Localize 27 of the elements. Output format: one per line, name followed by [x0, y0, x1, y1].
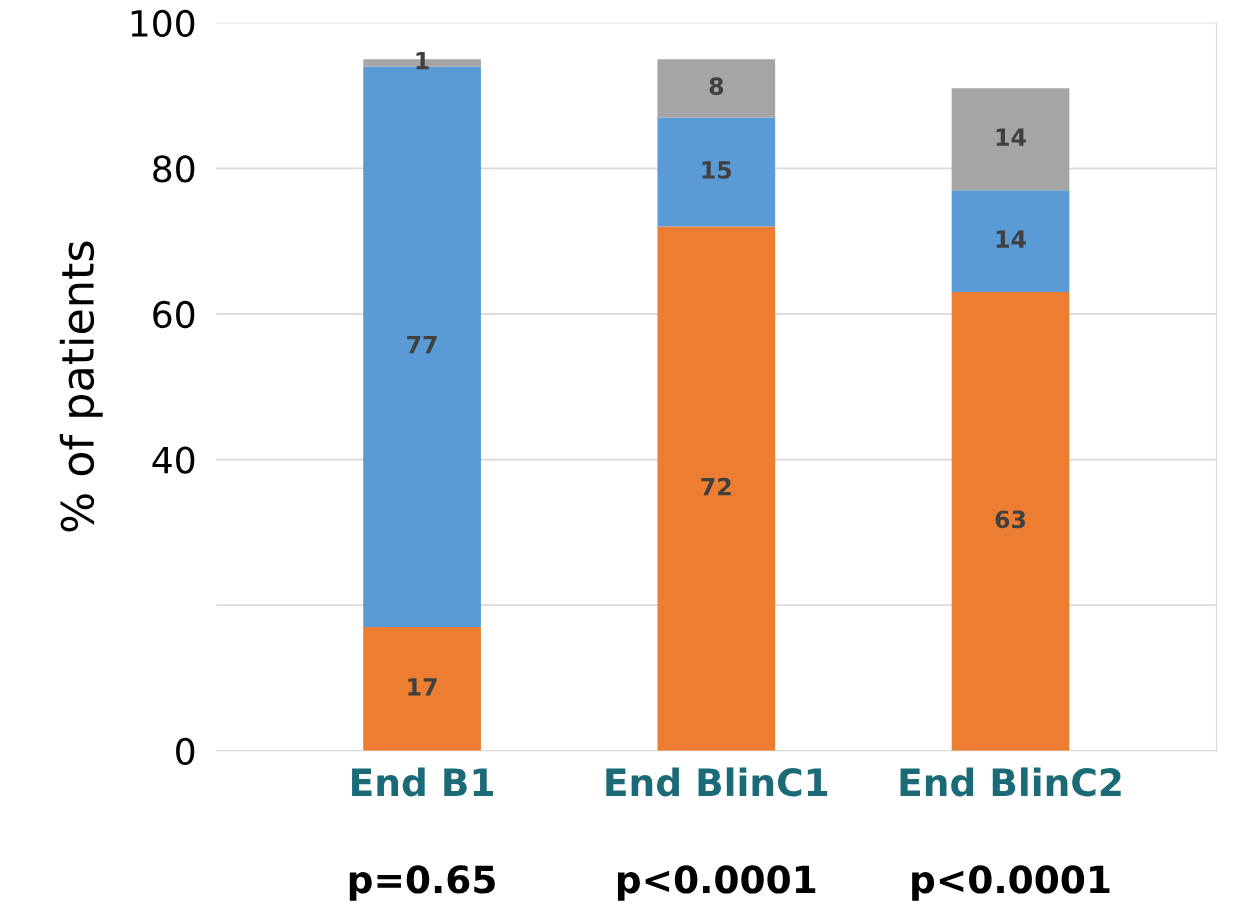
bar: [951, 292, 1070, 751]
bar: [951, 88, 1070, 191]
bar: [657, 59, 776, 118]
data-label: 72: [701, 477, 731, 496]
data-label: 14: [996, 230, 1026, 248]
y-tick-label: 60: [153, 300, 195, 329]
bar: [657, 117, 776, 227]
x-tick-label: End BlinC1: [606, 767, 828, 797]
bar: [951, 190, 1070, 293]
text: p<0.0001: [912, 865, 1110, 901]
data-label: 63: [995, 510, 1026, 529]
y-tick-label: 100: [131, 9, 195, 37]
text: p=0.65: [349, 865, 495, 901]
x-tick-label: End BlinC2: [900, 767, 1121, 797]
data-label: 15: [702, 161, 732, 179]
data-label: 17: [408, 678, 437, 696]
bar: [363, 626, 481, 751]
y-axis-title: % of patients: [59, 241, 103, 532]
bar: [657, 226, 776, 751]
y-tick-label: 80: [153, 155, 195, 183]
text: p<0.0001: [617, 865, 816, 901]
x-tick-label: End B1: [352, 767, 493, 797]
data-label: 8: [709, 77, 724, 96]
data-label: 14: [996, 128, 1026, 146]
y-tick-label: 40: [152, 446, 195, 474]
y-tick-label: 0: [176, 737, 195, 765]
data-label: 77: [407, 336, 437, 354]
